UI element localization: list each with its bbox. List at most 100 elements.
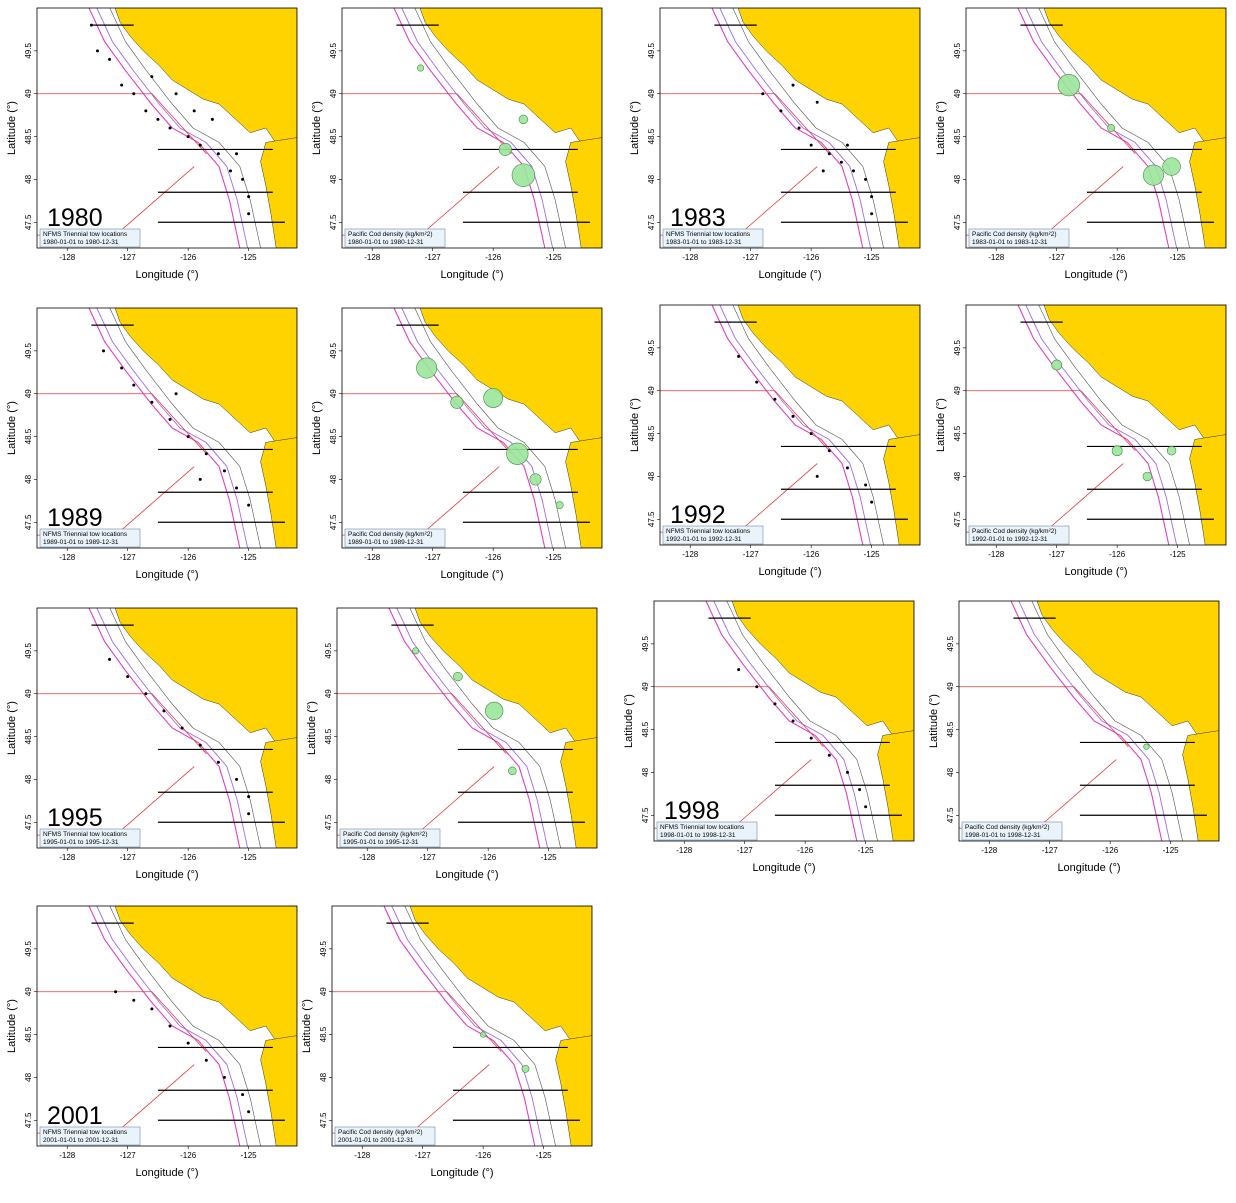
tow-location-point — [864, 177, 868, 181]
y-tick-label: 49 — [641, 682, 650, 691]
x-tick-label: -126 — [180, 253, 197, 262]
tow-location-point — [89, 23, 93, 27]
y-tick-label: 49 — [647, 386, 656, 395]
legend-date-range: 1995-01-01 to 1995-12-31 — [43, 839, 119, 846]
tow-location-point — [247, 795, 251, 799]
x-tick-label: -128 — [981, 846, 998, 855]
legend-date-range: 1992-01-01 to 1992-12-31 — [972, 536, 1048, 543]
map-panel-1998-cod: -128 -127 -126 -125 49.5 49 48.5 48 47.5 Longitud… — [927, 598, 1227, 898]
legend-title: Pacific Cod density (kg/km²2) — [965, 824, 1050, 831]
cod-density-bubble — [453, 671, 463, 682]
x-tick-label: -126 — [475, 1151, 492, 1160]
plot-frame — [341, 7, 603, 249]
cod-density-bubble — [518, 114, 529, 125]
tow-location-point — [216, 760, 220, 764]
y-tick-label: 47.5 — [953, 511, 962, 527]
y-axis-label: Latitude (°) — [311, 401, 323, 455]
tow-location-point — [144, 692, 148, 696]
map-svg: -128 -127 -126 -125 49.5 49 48.5 48 47.5 Longitud… — [629, 7, 921, 281]
map-svg: -128 -127 -126 -125 49.5 49 48.5 48 47.5 Longitud… — [935, 304, 1227, 578]
y-axis-label: Latitude (°) — [6, 999, 18, 1053]
cod-density-bubble — [1143, 743, 1150, 750]
y-tick-label: 48.5 — [953, 128, 962, 144]
x-tick-label: -125 — [241, 1151, 258, 1160]
y-tick-label: 48.5 — [24, 728, 33, 744]
y-tick-label: 47.5 — [641, 807, 650, 823]
x-tick-label: -127 — [120, 553, 137, 562]
legend-box: Pacific Cod density (kg/km²2)1995-01-01 … — [339, 828, 441, 848]
y-tick-label: 48.5 — [324, 728, 333, 744]
y-tick-label: 49.5 — [319, 941, 328, 957]
y-tick-label: 49 — [946, 682, 955, 691]
tow-location-point — [156, 117, 160, 121]
x-tick-label: -127 — [415, 1151, 432, 1160]
y-tick-label: 49.5 — [24, 941, 33, 957]
isobath-line — [383, 906, 536, 1146]
x-tick-label: -128 — [988, 253, 1005, 262]
x-axis-label: Longitude (°) — [135, 569, 198, 581]
legend-date-range: 2001-01-01 to 2001-12-31 — [43, 1137, 119, 1144]
isobath-line — [96, 906, 249, 1146]
cod-density-bubble — [529, 473, 542, 486]
legend-title: NFMS Triennial tow locations — [43, 531, 128, 538]
y-tick-label: 49 — [329, 389, 338, 398]
x-tick-label: -128 — [682, 253, 699, 262]
tow-location-point — [150, 400, 154, 404]
legend-date-range: 2001-01-01 to 2001-12-31 — [338, 1137, 414, 1144]
tow-location-point — [168, 1024, 172, 1028]
tow-location-point — [827, 152, 831, 156]
legend-title: NFMS Triennial tow locations — [666, 528, 751, 535]
plot-frame — [36, 607, 298, 849]
tow-location-point — [821, 169, 825, 173]
isobath-line — [404, 906, 556, 1146]
cod-density-bubble — [508, 766, 517, 776]
y-axis-label: Latitude (°) — [306, 701, 318, 755]
y-tick-label: 49 — [953, 89, 962, 98]
tow-location-point — [247, 1110, 251, 1114]
y-tick-label: 48.5 — [647, 128, 656, 144]
tow-location-point — [180, 726, 184, 730]
y-tick-label: 49.5 — [24, 343, 33, 359]
x-tick-label: -125 — [546, 553, 563, 562]
plot-frame — [36, 307, 298, 549]
isobath-line — [88, 608, 241, 848]
x-tick-label: -125 — [864, 550, 881, 559]
x-tick-label: -127 — [737, 846, 754, 855]
y-tick-label: 49.5 — [24, 643, 33, 659]
legend-date-range: 1983-01-01 to 1983-12-31 — [666, 239, 742, 246]
y-tick-label: 49 — [647, 89, 656, 98]
tow-location-point — [108, 57, 112, 61]
y-tick-label: 47.5 — [647, 511, 656, 527]
y-tick-label: 48.5 — [953, 425, 962, 441]
tow-location-point — [144, 109, 148, 113]
y-tick-label: 49 — [24, 89, 33, 98]
isobath-line — [1025, 305, 1178, 545]
legend-title: NFMS Triennial tow locations — [43, 1129, 128, 1136]
isobath-line — [1010, 601, 1163, 841]
x-axis-label: Longitude (°) — [758, 566, 821, 578]
tow-location-point — [216, 152, 220, 156]
tow-location-point — [791, 414, 795, 418]
x-axis-label: Longitude (°) — [752, 862, 815, 874]
y-tick-label: 47.5 — [946, 807, 955, 823]
land-washington — [260, 1035, 297, 1146]
isobath-line — [109, 906, 261, 1146]
y-tick-label: 48 — [953, 174, 962, 183]
tow-location-point — [150, 75, 154, 79]
y-tick-label: 49 — [24, 389, 33, 398]
map-svg: -128 -127 -126 -125 49.5 49 48.5 48 47.5 Longitud… — [935, 7, 1227, 281]
isobath-line — [393, 8, 546, 248]
cod-density-bubble — [1051, 359, 1063, 371]
map-svg: -128 -127 -126 -125 49.5 49 48.5 48 47.5 Longitud… — [6, 7, 298, 281]
x-tick-label: -128 — [682, 550, 699, 559]
tow-location-point — [809, 432, 813, 436]
legend-title: Pacific Cod density (kg/km²2) — [343, 831, 428, 838]
x-axis-label: Longitude (°) — [435, 869, 498, 881]
isobath-line — [719, 305, 872, 545]
x-axis-label: Longitude (°) — [135, 869, 198, 881]
year-label: 1992 — [670, 501, 726, 529]
y-axis-label: Latitude (°) — [935, 398, 947, 452]
tow-location-point — [222, 1075, 226, 1079]
cod-density-bubble — [1166, 446, 1177, 456]
